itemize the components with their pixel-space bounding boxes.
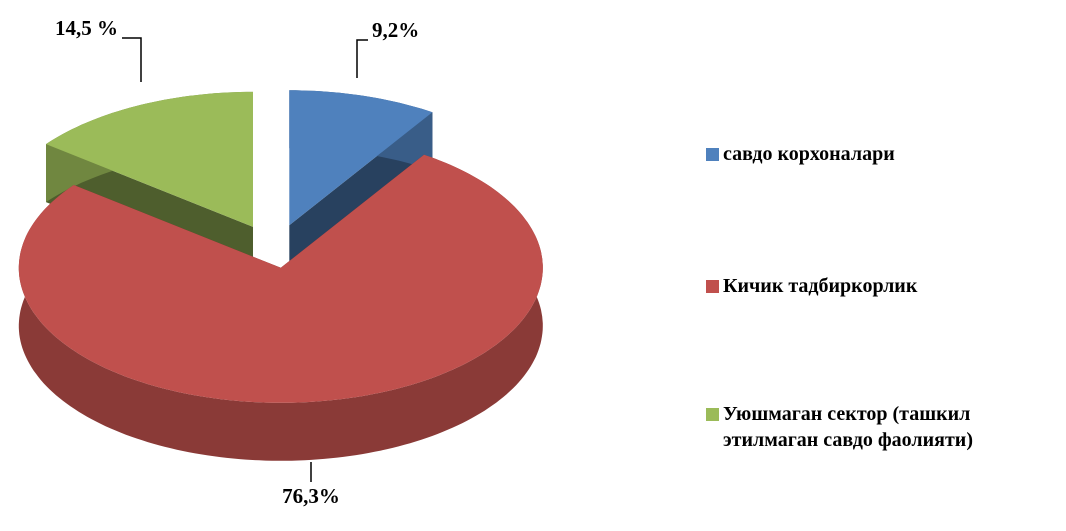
legend-swatch (706, 280, 719, 293)
slice (46, 91, 253, 227)
data-label: 76,3% (282, 484, 340, 508)
slice (18, 154, 543, 403)
legend-label: Кичик тадбиркорлик (723, 275, 918, 297)
legend-label: савдо корхоналари (723, 143, 895, 165)
data-label: 14,5 % (55, 16, 118, 40)
legend-swatch (706, 408, 719, 421)
leader-line (122, 37, 142, 82)
leader-line (356, 39, 368, 78)
legend-swatch (706, 148, 719, 161)
legend-item: савдо корхоналари (706, 141, 1056, 167)
legend-item: Кичик тадбиркорлик (706, 273, 1056, 299)
legend-label: Уюшмаган сектор (ташкил этилмаган савдо … (723, 403, 973, 451)
slice (289, 90, 433, 226)
legend-item: Уюшмаган сектор (ташкил этилмаган савдо … (706, 401, 1056, 453)
data-label: 9,2% (372, 18, 419, 42)
